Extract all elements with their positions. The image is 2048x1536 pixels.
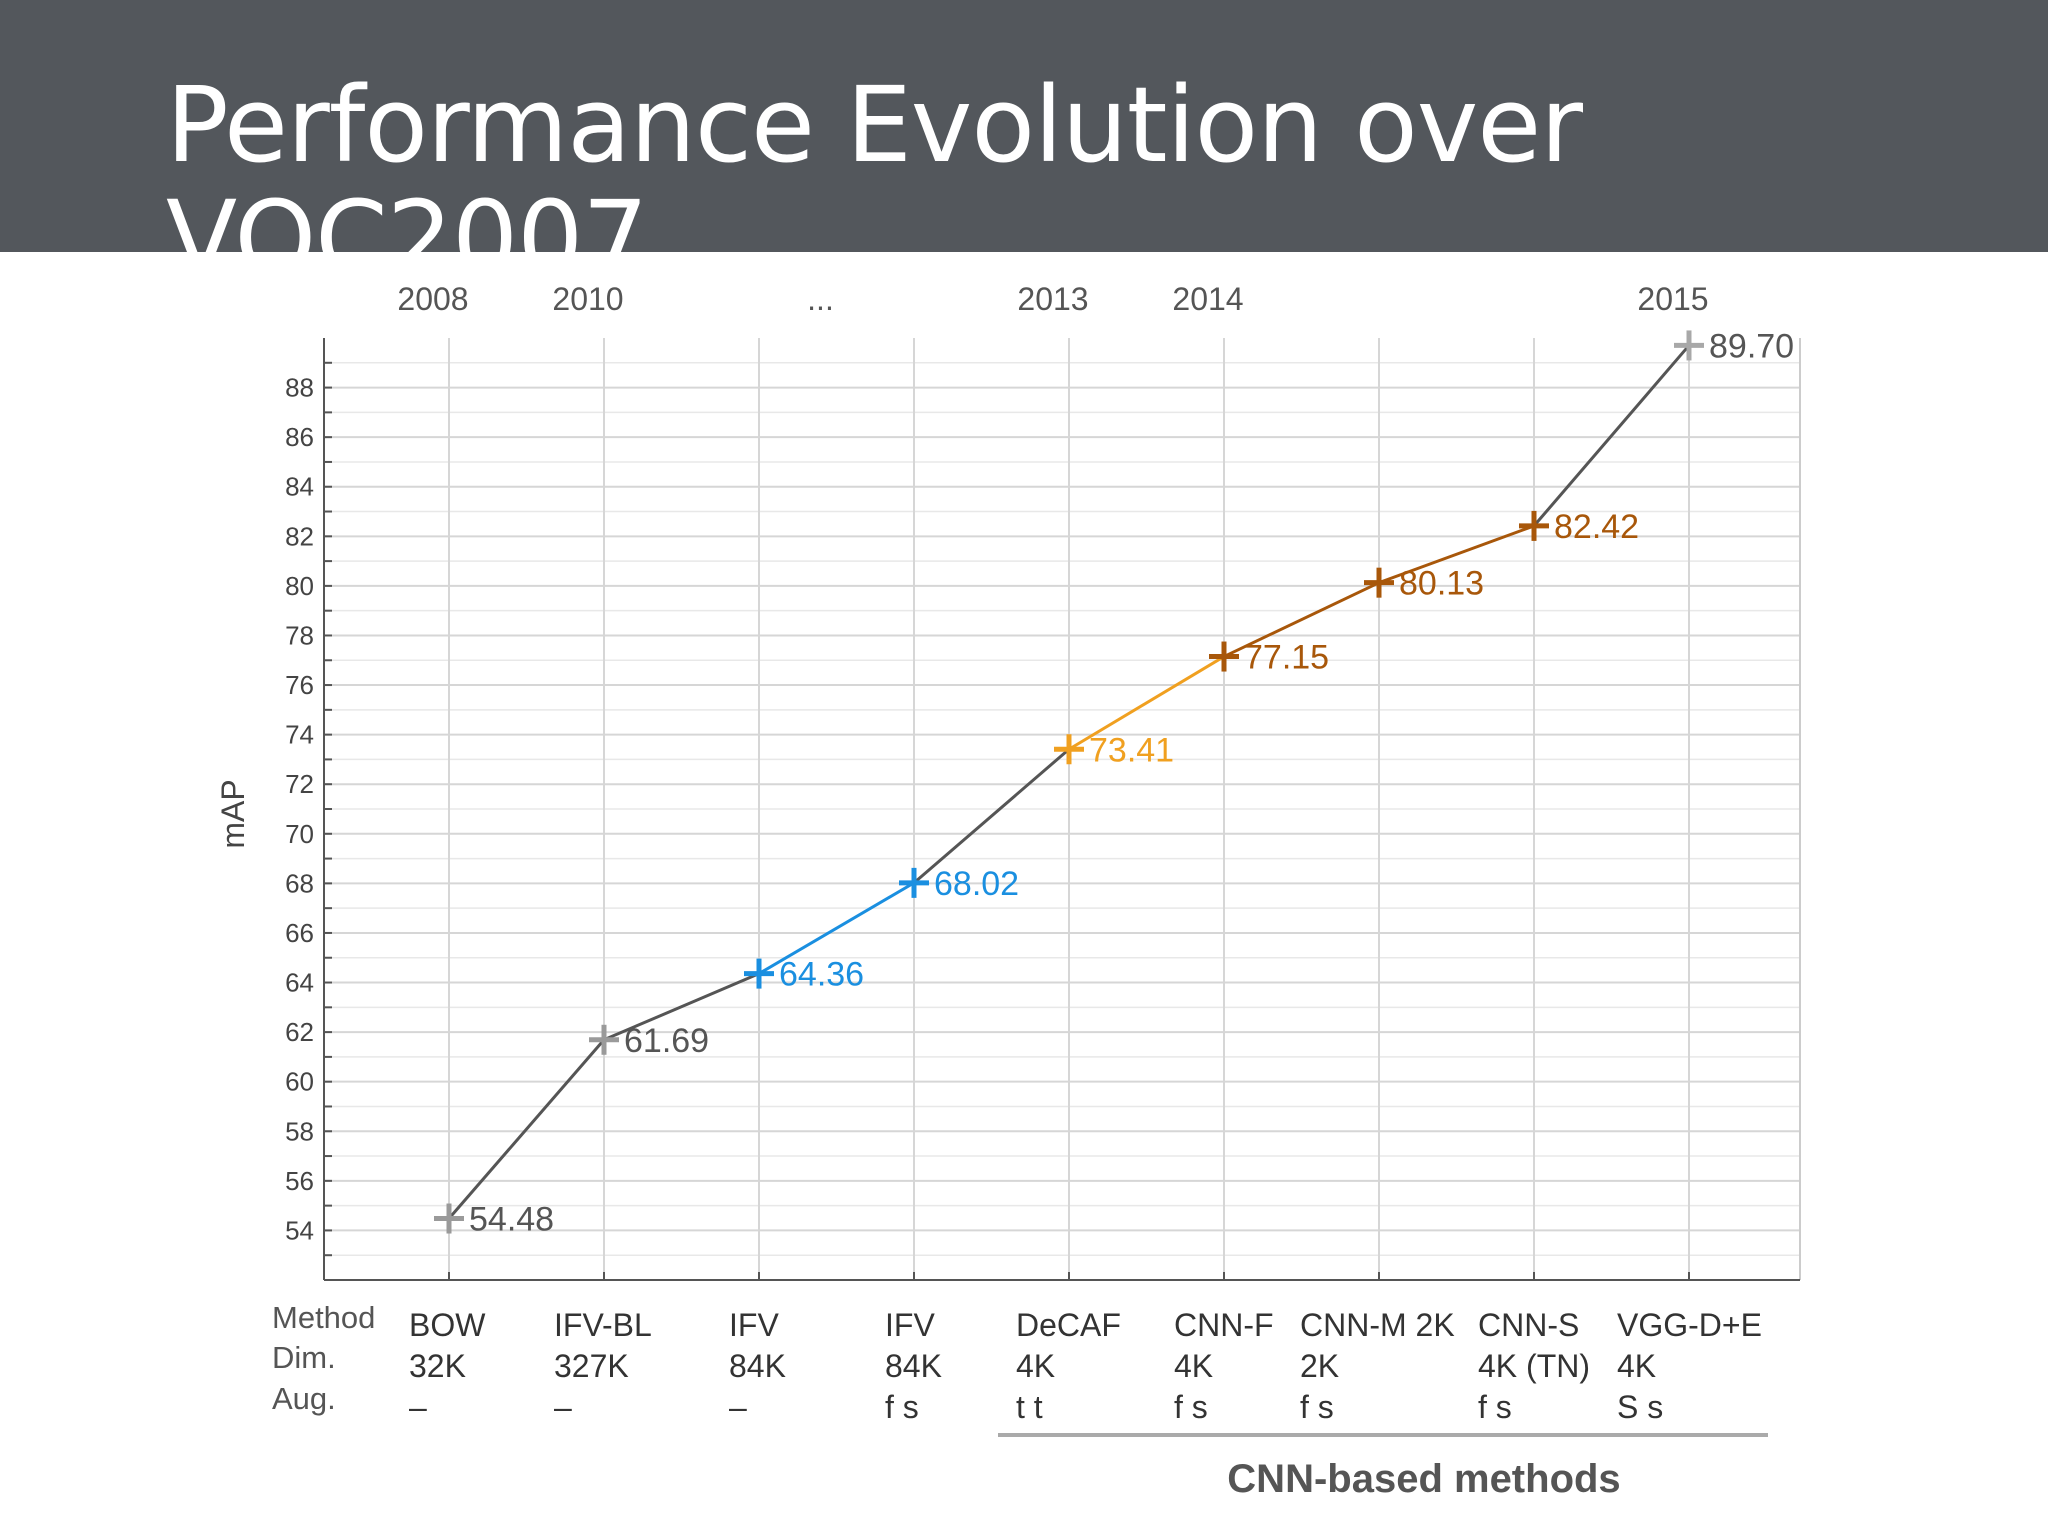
data-point [1209, 641, 1239, 672]
table-row-label: Dim. [272, 1340, 336, 1375]
table-cell: CNN-F [1174, 1307, 1274, 1343]
table-cell: CNN-M 2K [1300, 1307, 1455, 1343]
chart-grid [324, 338, 1800, 1280]
table-row-label: Method [272, 1300, 375, 1335]
y-tick-label: 86 [285, 422, 314, 452]
year-label: 2014 [1172, 281, 1243, 317]
y-tick-label: 80 [285, 571, 314, 601]
chart-labels: 54.48 61.69 64.36 68.02 73.41 77.15 80.13 82.42… [469, 327, 1794, 1238]
data-point [589, 1024, 619, 1055]
data-label: 54.48 [469, 1201, 554, 1239]
table-cell: BOW [409, 1307, 486, 1343]
series-segment [1532, 344, 1691, 527]
series-segment [1068, 655, 1225, 751]
data-point [1054, 734, 1084, 765]
y-tick-label: 68 [285, 868, 314, 898]
data-label: 82.42 [1554, 508, 1639, 546]
y-tick-label: 64 [285, 968, 314, 998]
series-segment [1223, 581, 1380, 658]
series-segment [447, 1038, 606, 1220]
table-cell: – [729, 1389, 747, 1425]
data-point [1519, 510, 1549, 541]
table-cell: S s [1617, 1389, 1663, 1425]
data-label: 89.70 [1709, 327, 1794, 365]
table-cell: – [554, 1389, 572, 1425]
chart-markers [434, 330, 1704, 1234]
method-table: Method Dim. Aug. BOW 32K – IFV-BL 327K – IFV 84K – I… [272, 1300, 1762, 1425]
chart-lines [447, 344, 1691, 1220]
y-axis-title: mAP [215, 779, 251, 848]
table-cell: 32K [409, 1348, 466, 1384]
table-cell: 84K [885, 1348, 942, 1384]
table-cell: 327K [554, 1348, 629, 1384]
data-point [1364, 567, 1394, 598]
y-tick-label: 54 [285, 1215, 314, 1245]
data-label: 64.36 [779, 956, 864, 994]
table-cell: f s [885, 1389, 919, 1425]
table-cell: 2K [1300, 1348, 1339, 1384]
year-label: ... [807, 281, 834, 317]
y-tick-label: 66 [285, 918, 314, 948]
data-label: 77.15 [1244, 639, 1329, 677]
table-cell: IFV [885, 1307, 935, 1343]
data-point [744, 958, 774, 989]
data-point [899, 867, 929, 898]
y-tick-label: 60 [285, 1067, 314, 1097]
page-title: Performance Evolution over VOC2007 [166, 64, 1583, 301]
y-tick-label: 84 [285, 472, 314, 502]
data-label: 73.41 [1089, 731, 1174, 769]
y-tick-label: 62 [285, 1017, 314, 1047]
series-segment [913, 748, 1070, 885]
data-point [1674, 330, 1704, 361]
series-segment [603, 972, 760, 1042]
data-label: 68.02 [934, 865, 1019, 903]
y-tick-label: 76 [285, 670, 314, 700]
table-cell: DeCAF [1016, 1307, 1121, 1343]
table-cell: 4K [1174, 1348, 1213, 1384]
cnn-group-label: CNN-based methods [1227, 1457, 1620, 1501]
table-cell: – [409, 1389, 427, 1425]
year-label: 2008 [397, 281, 468, 317]
table-cell: 84K [729, 1348, 786, 1384]
table-cell: f s [1300, 1389, 1334, 1425]
data-label: 61.69 [624, 1022, 709, 1060]
year-label: 2013 [1017, 281, 1088, 317]
table-cell: t t [1016, 1389, 1043, 1425]
y-tick-label: 58 [285, 1116, 314, 1146]
series-segment [1378, 524, 1535, 585]
y-tick-label: 74 [285, 720, 314, 750]
y-tick-label: 78 [285, 620, 314, 650]
series-segment [758, 881, 915, 975]
chart: 54 56 58 60 62 64 66 68 70 72 74 76 78 80 82 84 86 88 2008… [215, 281, 1801, 1501]
table-cell: f s [1478, 1389, 1512, 1425]
year-label: 2010 [552, 281, 623, 317]
table-row-label: Aug. [272, 1381, 336, 1416]
table-cell: 4K [1617, 1348, 1656, 1384]
title-bar: Performance Evolution over VOC2007 [0, 0, 2048, 297]
data-label: 80.13 [1399, 565, 1484, 603]
y-tick-label: 72 [285, 769, 314, 799]
table-cell: 4K (TN) [1478, 1348, 1590, 1384]
chart-axes: 54 56 58 60 62 64 66 68 70 72 74 76 78 80 82 84 86 88 2008… [285, 281, 1801, 1281]
year-label: 2015 [1637, 281, 1708, 317]
y-tick-label: 82 [285, 521, 314, 551]
table-cell: 4K [1016, 1348, 1055, 1384]
table-cell: IFV [729, 1307, 779, 1343]
y-tick-label: 56 [285, 1166, 314, 1196]
y-tick-label: 70 [285, 819, 314, 849]
table-cell: IFV-BL [554, 1307, 652, 1343]
data-point [434, 1203, 464, 1234]
table-cell: VGG-D+E [1617, 1307, 1762, 1343]
table-cell: CNN-S [1478, 1307, 1579, 1343]
y-tick-label: 88 [285, 373, 314, 403]
table-cell: f s [1174, 1389, 1208, 1425]
